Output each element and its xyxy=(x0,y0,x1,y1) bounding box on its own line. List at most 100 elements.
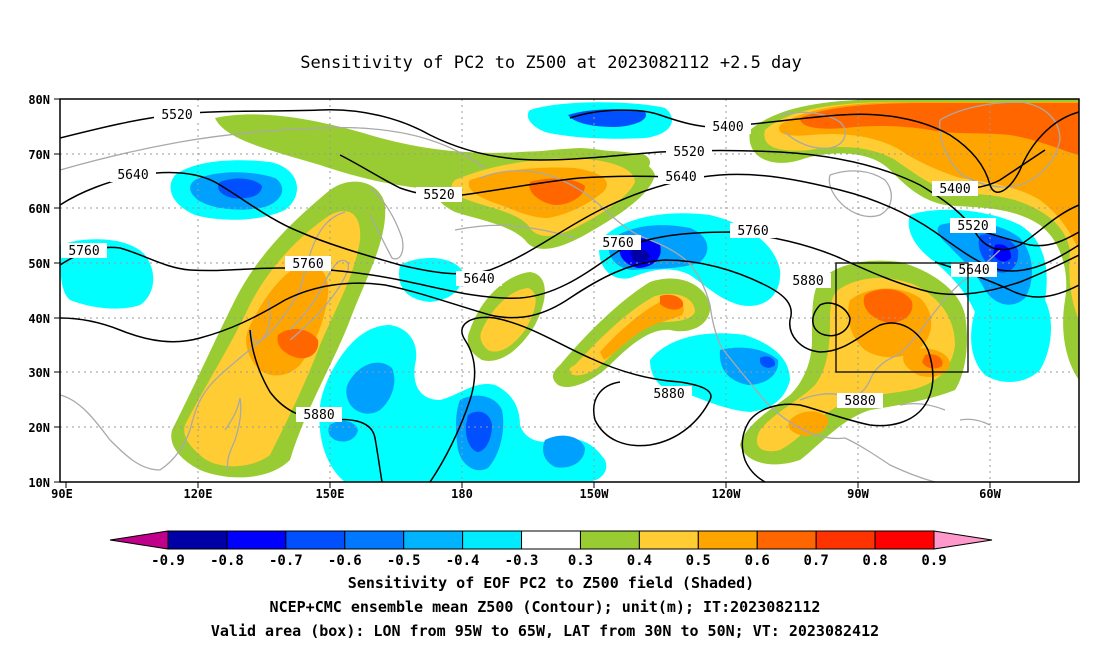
latitude-axis: 80N 70N 60N 50N 40N 30N 20N 10N xyxy=(28,93,60,490)
coastline-greenland xyxy=(939,101,1061,188)
contour-5880-east xyxy=(741,319,934,482)
contour-5880-tropics xyxy=(429,316,712,482)
lon-label: 150E xyxy=(316,487,345,501)
colorbar-swatch xyxy=(697,530,758,550)
coastlines xyxy=(60,101,1061,482)
colorbar-swatch xyxy=(638,530,699,550)
contour-label: 5880 xyxy=(296,407,342,423)
contour-5760b xyxy=(60,259,792,343)
coastline-arctic-islands xyxy=(779,111,846,149)
coastline-alaska xyxy=(479,170,723,349)
svg-text:5520: 5520 xyxy=(161,108,192,123)
svg-text:5760: 5760 xyxy=(737,224,768,239)
contour-label: 5760 xyxy=(730,223,776,239)
negative-sensitivity-blob-west-pacific-small xyxy=(328,420,358,442)
contour-label: 5880 xyxy=(785,273,831,289)
lon-label: 120E xyxy=(184,487,213,501)
caption-shaded: Sensitivity of EOF PC2 to Z500 field (Sh… xyxy=(348,574,754,592)
colorbar-swatch xyxy=(226,530,287,550)
lat-label: 70N xyxy=(28,148,50,162)
coastline-west-north-america xyxy=(721,347,846,440)
coastline-siberia xyxy=(60,126,486,171)
positive-sensitivity-peak-west-pacific xyxy=(277,328,319,359)
negative-sensitivity-peak-north-atlantic xyxy=(993,244,1012,262)
contour-labels: 5520 5400 5520 5640 5520 5400 5640 5520 … xyxy=(61,107,997,423)
coastline-central-america xyxy=(844,437,936,482)
contour-5760 xyxy=(60,231,1079,299)
colorbar: -0.9 -0.8 -0.7 -0.6 -0.5 -0.4 -0.3 0.3 0.4 0.5 0.6… xyxy=(109,530,993,569)
contour-5520-loop xyxy=(339,154,701,197)
colorbar-tick-label: -0.5 xyxy=(387,553,421,569)
caption-valid-area: Valid area (box): LON from 95W to 65W, L… xyxy=(211,622,879,640)
colorbar-tick-label: -0.9 xyxy=(151,553,185,569)
svg-text:5520: 5520 xyxy=(957,219,988,234)
figure-title: Sensitivity of PC2 to Z500 at 2023082112… xyxy=(300,53,802,73)
contour-label: 5640 xyxy=(951,262,997,278)
coastline-korea xyxy=(250,299,271,343)
colorbar-end-triangle-right xyxy=(933,530,993,550)
negative-sensitivity-peak-gulf-of-alaska xyxy=(630,249,650,263)
lon-label: 120W xyxy=(712,487,742,501)
negative-sensitivity-max-siberia xyxy=(218,178,262,199)
positive-sensitivity-max-north-atlantic xyxy=(779,102,1079,250)
contour-label: 5880 xyxy=(646,386,692,402)
contour-label: 5760 xyxy=(285,256,331,272)
svg-text:5640: 5640 xyxy=(958,263,989,278)
contour-5400 xyxy=(569,109,1079,193)
colorbar-tick-label: -0.6 xyxy=(328,553,362,569)
contour-label: 5640 xyxy=(110,167,156,183)
svg-text:5760: 5760 xyxy=(602,236,633,251)
lat-label: 20N xyxy=(28,421,50,435)
negative-sensitivity-max-east-pacific xyxy=(760,356,776,368)
colorbar-tick-label: 0.7 xyxy=(804,553,829,569)
contour-5880-east-inner xyxy=(812,302,851,337)
coastline-kamchatka xyxy=(369,187,404,260)
lat-label: 30N xyxy=(28,366,50,380)
lon-label: 150W xyxy=(580,487,610,501)
contour-label: 5520 xyxy=(154,107,200,123)
contour-label: 5640 xyxy=(658,169,704,185)
colorbar-tick-label: -0.7 xyxy=(269,553,303,569)
colorbar-tick-label: -0.8 xyxy=(210,553,244,569)
positive-sensitivity-blob-caribbean xyxy=(788,411,829,436)
svg-text:5880: 5880 xyxy=(653,387,684,402)
contour-label: 5400 xyxy=(705,119,751,135)
coastline-philippines xyxy=(224,397,242,471)
colorbar-end-triangle-left xyxy=(109,530,169,550)
lon-label: 60W xyxy=(979,487,1001,501)
colorbar-tick-label: 0.3 xyxy=(568,553,593,569)
colorbar-tick-label: -0.4 xyxy=(446,553,480,569)
svg-text:5880: 5880 xyxy=(303,408,334,423)
longitude-axis: 90E 120E 150E 180 150W 120W 90W 60W xyxy=(51,482,1002,501)
valid-area-box xyxy=(835,262,969,373)
svg-text:5400: 5400 xyxy=(939,182,970,197)
lat-label: 80N xyxy=(28,93,50,107)
colorbar-swatch xyxy=(521,530,581,550)
lon-label: 90W xyxy=(847,487,869,501)
caption-contour: NCEP+CMC ensemble mean Z500 (Contour); u… xyxy=(270,598,821,616)
svg-text:5760: 5760 xyxy=(292,257,323,272)
positive-sensitivity-peak-northeast-pacific xyxy=(660,294,684,310)
contour-label: 5520 xyxy=(416,187,462,203)
svg-text:5880: 5880 xyxy=(844,394,875,409)
lat-label: 40N xyxy=(28,312,50,326)
lon-label: 180 xyxy=(451,487,473,501)
svg-text:5880: 5880 xyxy=(792,274,823,289)
coastline-hudson-bay xyxy=(828,170,892,218)
colorbar-tick-label: 0.6 xyxy=(745,553,770,569)
colorbar-swatch xyxy=(756,530,817,550)
colorbar-tick-label: 0.4 xyxy=(627,553,652,569)
colorbar-tick-label: 0.8 xyxy=(862,553,887,569)
negative-sensitivity-core-tropical-west-pacific xyxy=(346,362,395,414)
coastline-japan xyxy=(289,259,350,341)
lat-label: 50N xyxy=(28,257,50,271)
svg-text:5520: 5520 xyxy=(673,145,704,160)
negative-sensitivity-max-tropical-central-pacific xyxy=(465,411,492,452)
colorbar-swatch xyxy=(815,530,876,550)
coastline-aleutians xyxy=(454,224,576,239)
negative-sensitivity-core-tropical-southeast xyxy=(543,435,585,468)
z500-contours xyxy=(60,108,1079,482)
colorbar-tick-label: 0.9 xyxy=(921,553,946,569)
colorbar-swatch xyxy=(462,530,523,550)
